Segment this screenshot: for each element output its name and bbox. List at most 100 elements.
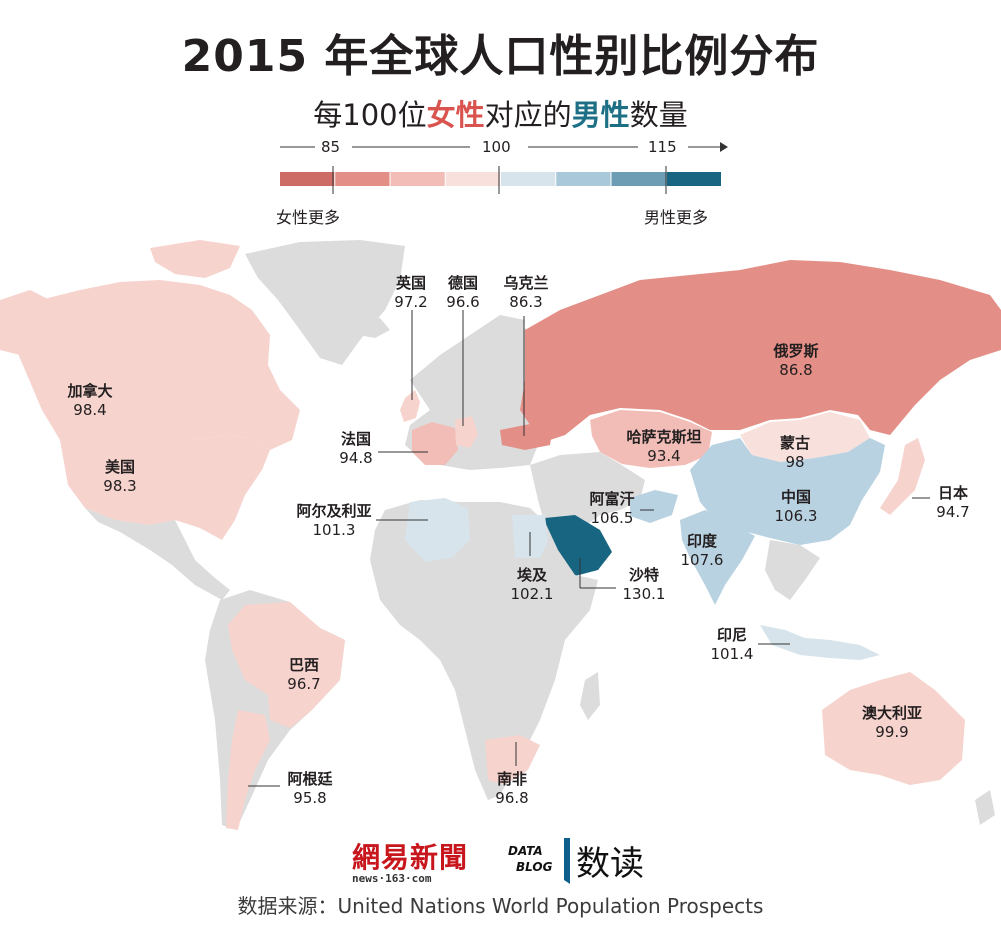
region-scandinavia <box>455 315 525 400</box>
label-value: 130.1 <box>622 585 666 603</box>
region-usa <box>60 436 270 540</box>
region-china <box>690 438 885 545</box>
label-afghanistan: 阿富汗 106.5 <box>580 490 644 528</box>
netease-logo-url: news·163·com <box>352 872 432 885</box>
label-name: 德国 <box>447 274 478 292</box>
region-mexico <box>85 508 230 600</box>
region-germany <box>455 416 478 448</box>
label-name: 阿尔及利亚 <box>296 502 372 520</box>
region-afghanistan <box>630 490 678 523</box>
label-australia: 澳大利亚 99.9 <box>852 704 932 742</box>
region-africa <box>370 500 598 800</box>
netease-logo-text: 網易新聞 <box>352 841 469 874</box>
label-mongolia: 蒙古 98 <box>770 434 820 472</box>
region-arctic-islands <box>150 240 240 278</box>
label-name: 印度 <box>686 532 717 550</box>
legend-left-label: 女性更多 <box>276 208 341 227</box>
region-japan <box>880 438 925 515</box>
label-value: 96.7 <box>287 675 321 693</box>
label-value: 98 <box>785 453 805 471</box>
label-name: 哈萨克斯坦 <box>626 428 702 446</box>
label-value: 99.9 <box>875 723 909 741</box>
label-value: 98.4 <box>73 401 107 419</box>
label-name: 澳大利亚 <box>861 704 922 722</box>
label-name: 法国 <box>340 430 371 448</box>
label-argentina: 阿根廷 95.8 <box>280 770 340 808</box>
label-name: 沙特 <box>628 566 659 584</box>
label-canada: 加拿大 98.4 <box>60 382 120 420</box>
subtitle-prefix: 每100位 <box>313 98 427 132</box>
label-value: 94.8 <box>339 449 373 467</box>
label-name: 中国 <box>780 488 811 506</box>
label-value: 95.8 <box>293 789 327 807</box>
region-se-asia <box>765 540 820 600</box>
legend-tick-label: 85 <box>321 138 341 156</box>
legend-swatch <box>390 172 445 186</box>
label-value: 86.8 <box>779 361 813 379</box>
label-value: 106.3 <box>774 507 818 525</box>
region-south-africa <box>485 735 540 785</box>
legend-swatch <box>556 172 611 186</box>
region-canada <box>10 280 300 450</box>
label-germany: 德国 96.6 <box>438 274 488 312</box>
label-value: 96.6 <box>446 293 480 311</box>
label-ukraine: 乌克兰 86.3 <box>496 274 556 312</box>
chart-title: 2015 年全球人口性别比例分布 <box>181 31 820 82</box>
world-map <box>0 240 1001 830</box>
region-australia <box>822 672 965 785</box>
label-value: 107.6 <box>680 551 724 569</box>
label-name: 巴西 <box>288 656 319 674</box>
legend-swatches <box>280 172 721 186</box>
region-kazakhstan <box>590 410 712 468</box>
legend-swatch <box>280 172 335 186</box>
label-value: 101.3 <box>312 521 356 539</box>
subtitle-suffix: 数量 <box>629 98 688 132</box>
label-name: 蒙古 <box>779 434 810 452</box>
label-russia: 俄罗斯 86.8 <box>766 342 826 380</box>
label-name: 乌克兰 <box>503 274 549 292</box>
label-value: 93.4 <box>647 447 681 465</box>
label-name: 南非 <box>496 770 527 788</box>
netease-news-logo: 網易新聞 news·163·com <box>352 836 488 886</box>
label-kazakhstan: 哈萨克斯坦 93.4 <box>614 428 714 466</box>
legend-swatch <box>666 172 721 186</box>
label-value: 101.4 <box>710 645 754 663</box>
legend-swatch <box>445 172 500 186</box>
label-value: 102.1 <box>510 585 554 603</box>
label-value: 96.8 <box>495 789 529 807</box>
region-india <box>680 510 755 605</box>
label-uk: 英国 97.2 <box>386 274 436 312</box>
source-note: 数据来源：United Nations World Population Pro… <box>237 894 764 918</box>
label-name: 美国 <box>104 458 135 476</box>
legend-svg <box>280 142 728 194</box>
region-uk <box>400 390 420 422</box>
label-saudi: 沙特 130.1 <box>614 566 674 604</box>
region-indonesia <box>760 625 880 660</box>
legend-right-label: 男性更多 <box>644 208 709 227</box>
color-legend: 85 100 115 女性更多 男性更多 <box>270 138 730 228</box>
region-argentina <box>226 710 270 830</box>
region-alaska <box>0 290 50 355</box>
label-value: 86.3 <box>509 293 543 311</box>
datablog-data-text: DATA <box>508 844 543 858</box>
label-name: 阿根廷 <box>287 770 333 788</box>
label-south-africa: 南非 96.8 <box>484 770 540 808</box>
legend-arrow-head <box>720 142 728 152</box>
region-algeria <box>405 498 470 562</box>
label-india: 印度 107.6 <box>672 532 732 570</box>
region-russia <box>520 260 1001 440</box>
label-value: 106.5 <box>590 509 634 527</box>
label-value: 97.2 <box>394 293 428 311</box>
label-france: 法国 94.8 <box>326 430 386 468</box>
label-japan: 日本 94.7 <box>928 484 978 522</box>
label-name: 印尼 <box>716 626 747 644</box>
region-brazil <box>228 602 345 728</box>
datablog-logo: DATA BLOG 数读 <box>506 836 666 886</box>
region-new-zealand <box>975 790 995 825</box>
label-name: 英国 <box>395 274 426 292</box>
label-indonesia: 印尼 101.4 <box>704 626 760 664</box>
label-value: 94.7 <box>936 503 970 521</box>
region-mongolia <box>740 412 870 462</box>
legend-swatch <box>501 172 556 186</box>
region-france <box>412 422 458 465</box>
